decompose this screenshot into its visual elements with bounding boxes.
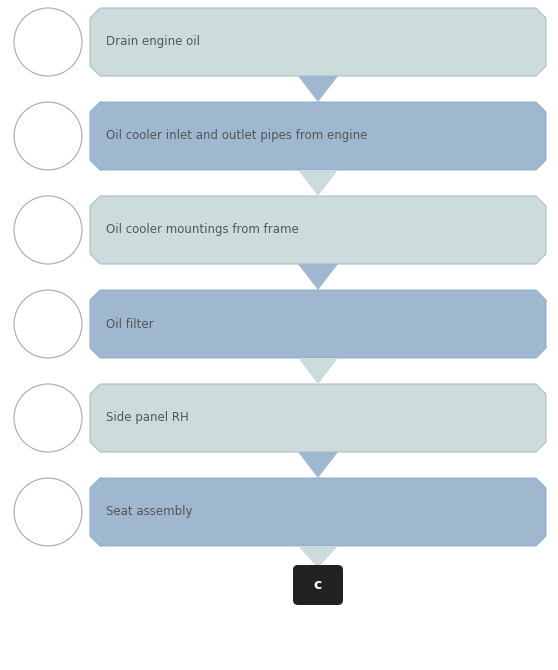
Circle shape: [12, 476, 84, 548]
Circle shape: [12, 194, 84, 266]
Polygon shape: [298, 452, 338, 478]
Circle shape: [12, 6, 84, 78]
Polygon shape: [90, 102, 546, 170]
Circle shape: [12, 100, 84, 172]
Polygon shape: [298, 170, 338, 196]
Text: Oil cooler mountings from frame: Oil cooler mountings from frame: [106, 224, 299, 237]
Circle shape: [12, 288, 84, 360]
Polygon shape: [298, 358, 338, 384]
Polygon shape: [90, 384, 546, 452]
Circle shape: [12, 382, 84, 454]
Polygon shape: [298, 546, 338, 568]
Polygon shape: [298, 264, 338, 290]
Polygon shape: [90, 196, 546, 264]
Text: Oil cooler inlet and outlet pipes from engine: Oil cooler inlet and outlet pipes from e…: [106, 129, 367, 143]
Text: Oil filter: Oil filter: [106, 318, 153, 330]
Text: Seat assembly: Seat assembly: [106, 505, 193, 519]
Text: Drain engine oil: Drain engine oil: [106, 36, 200, 48]
Polygon shape: [90, 478, 546, 546]
Polygon shape: [90, 290, 546, 358]
Text: c: c: [314, 578, 322, 592]
Polygon shape: [298, 76, 338, 102]
Polygon shape: [90, 8, 546, 76]
FancyBboxPatch shape: [293, 565, 343, 605]
Text: Side panel RH: Side panel RH: [106, 411, 189, 425]
